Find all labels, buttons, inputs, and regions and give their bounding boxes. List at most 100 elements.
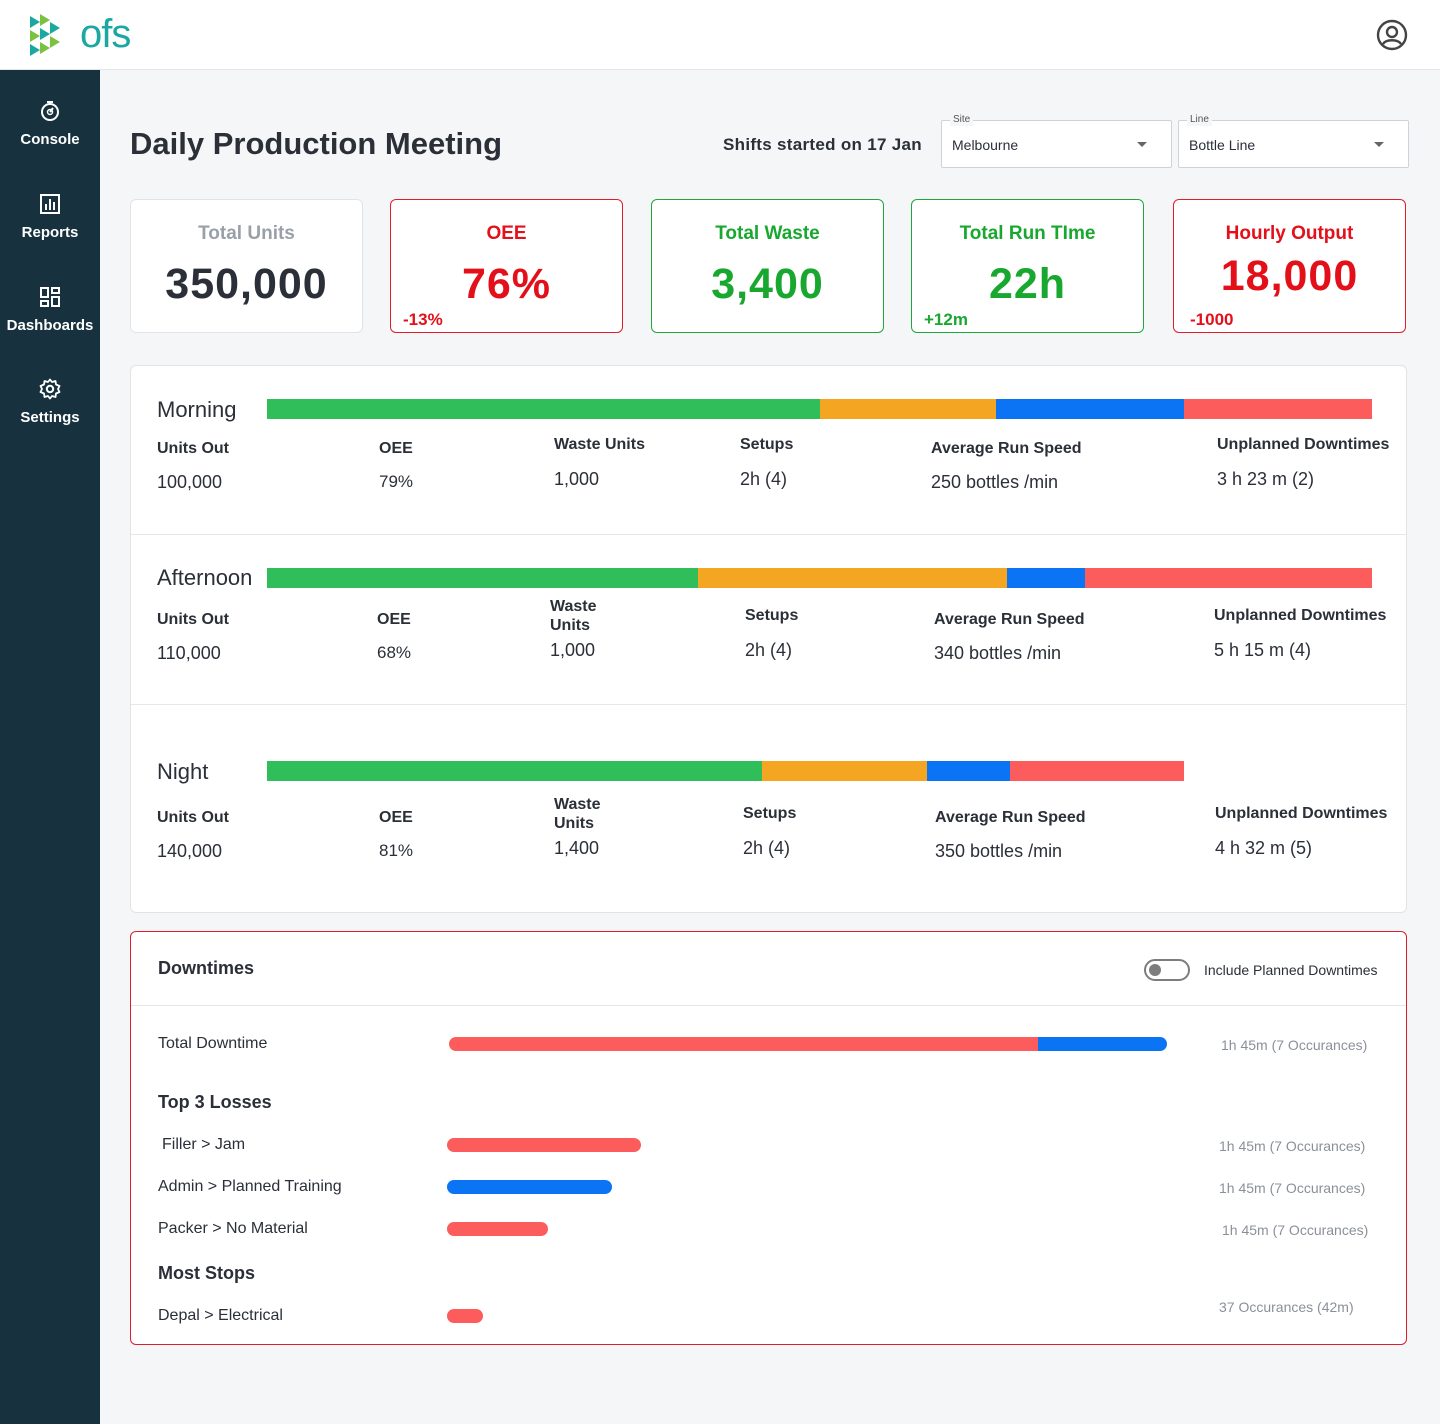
kpi-title: Total Units [198, 223, 295, 244]
shift-timeline-bar [267, 761, 1185, 781]
units-out-value: 100,000 [157, 472, 223, 492]
run-speed-label: Average Run Speed [935, 809, 1086, 826]
shift-name: Night [157, 759, 209, 784]
downtime-segment [1084, 568, 1372, 588]
loss-label: Admin > Planned Training [158, 1178, 342, 1195]
oee-value: 68% [377, 643, 412, 662]
total-downtime-bar [449, 1037, 1167, 1051]
shift-morning: Morning Units Out 100,000 OEE 79% Waste … [131, 366, 1406, 534]
include-planned-toggle[interactable] [1144, 959, 1190, 981]
stopwatch-icon [41, 101, 59, 121]
unplanned-downtimes-value: 5 h 15 m (4) [1214, 640, 1312, 660]
kpi-value: 3,400 [711, 260, 824, 308]
shift-name: Afternoon [157, 565, 253, 590]
planned-segment [1037, 1037, 1167, 1051]
run-speed-label: Average Run Speed [931, 440, 1082, 457]
run-speed-label: Average Run Speed [934, 611, 1085, 628]
waste-units-label: Waste Units [550, 598, 597, 634]
line-select[interactable]: Line Bottle Line [1178, 114, 1409, 168]
setups-label: Setups [740, 436, 794, 453]
run-speed-value: 250 bottles /min [931, 472, 1059, 492]
units-out-label: Units Out [157, 809, 229, 826]
loss-label: Filler > Jam [162, 1136, 246, 1153]
sidebar-item-settings[interactable]: Settings [0, 378, 100, 448]
unplanned-downtimes-label: Unplanned Downtimes [1214, 607, 1387, 624]
shift-name: Morning [157, 397, 237, 422]
kpi-value: 350,000 [165, 260, 328, 308]
loss-bar [447, 1138, 641, 1152]
unplanned-downtimes-label: Unplanned Downtimes [1217, 436, 1390, 453]
site-select-value: Melbourne [952, 137, 1019, 153]
waste-units-value: 1,400 [554, 838, 600, 858]
kpi-title: Total Waste [715, 223, 820, 244]
setups-label: Setups [743, 805, 797, 822]
line-select-value: Bottle Line [1189, 137, 1256, 153]
sidebar-item-dashboards[interactable]: Dashboards [0, 286, 100, 356]
divider [131, 704, 1406, 705]
site-select[interactable]: Site Melbourne [941, 114, 1172, 168]
unplanned-segment [449, 1037, 1038, 1051]
setup-segment [762, 761, 928, 781]
kpi-title: Total Run TIme [959, 223, 1096, 244]
sidebar: Console Reports Dashboards Settings [0, 70, 100, 1424]
stop-label: Depal > Electrical [158, 1307, 283, 1324]
total-downtime-label: Total Downtime [158, 1035, 268, 1052]
downtime-segment [1184, 399, 1372, 419]
kpi-hourly-output: Hourly Output 18,000 -1000 [1173, 199, 1406, 333]
include-planned-label: Include Planned Downtimes [1204, 962, 1378, 978]
chevron-down-icon [1137, 142, 1147, 147]
setups-value: 2h (4) [740, 469, 788, 489]
user-account-icon[interactable] [1376, 19, 1408, 51]
most-stops-title: Most Stops [158, 1263, 255, 1283]
downtimes-panel: Downtimes Include Planned Downtimes Tota… [130, 931, 1407, 1345]
downtime-segment [1009, 761, 1185, 781]
oee-label: OEE [379, 440, 413, 457]
top-bar: ofs [0, 0, 1440, 70]
logo-mark-icon [30, 14, 60, 56]
units-out-label: Units Out [157, 440, 229, 457]
loss-bar [447, 1180, 613, 1194]
kpi-value: 22h [988, 260, 1067, 308]
run-speed-value: 350 bottles /min [935, 841, 1063, 861]
sidebar-item-reports[interactable]: Reports [0, 193, 100, 263]
stop-bar [447, 1309, 483, 1323]
setups-value: 2h (4) [743, 838, 791, 858]
ofs-logo[interactable]: ofs [28, 12, 131, 58]
sidebar-item-label: Settings [20, 409, 80, 426]
dashboard-grid-icon [40, 287, 60, 307]
kpi-delta: -13% [403, 310, 443, 329]
chevron-down-icon [1374, 142, 1384, 147]
running-segment [267, 399, 820, 419]
kpi-oee: OEE 76% -13% [390, 199, 623, 333]
planned-segment [996, 399, 1185, 419]
toggle-knob [1149, 964, 1161, 976]
units-out-label: Units Out [157, 611, 229, 628]
sidebar-item-console[interactable]: Console [0, 100, 100, 170]
run-speed-value: 340 bottles /min [934, 643, 1062, 663]
kpi-total-units: Total Units 350,000 [130, 199, 363, 333]
waste-units-value: 1,000 [550, 640, 596, 660]
sidebar-item-label: Console [20, 131, 80, 148]
page-title: Daily Production Meeting [130, 126, 503, 161]
kpi-delta: +12m [924, 310, 968, 329]
loss-meta: 1h 45m (7 Occurances) [1219, 1180, 1366, 1196]
kpi-title: OEE [486, 223, 527, 244]
unplanned-downtimes-value: 4 h 32 m (5) [1215, 838, 1313, 858]
downtimes-title: Downtimes [158, 958, 255, 978]
kpi-value: 76% [461, 260, 552, 308]
divider [131, 1005, 1406, 1006]
logo-text: ofs [80, 12, 131, 56]
loss-meta: 1h 45m (7 Occurances) [1219, 1138, 1366, 1154]
kpi-total-waste: Total Waste 3,400 [651, 199, 884, 333]
divider [131, 534, 1406, 535]
kpi-value: 18,000 [1220, 252, 1359, 300]
kpi-total-run-time: Total Run TIme 22h +12m [911, 199, 1144, 333]
shift-timeline-bar [267, 399, 1372, 419]
sidebar-item-label: Reports [21, 224, 79, 241]
setup-segment [697, 568, 1008, 588]
oee-value: 81% [379, 841, 414, 860]
setups-value: 2h (4) [745, 640, 793, 660]
stop-meta: 37 Occurances (42m) [1219, 1299, 1354, 1315]
waste-units-label: Waste Units [554, 436, 645, 453]
unplanned-downtimes-value: 3 h 23 m (2) [1217, 469, 1315, 489]
